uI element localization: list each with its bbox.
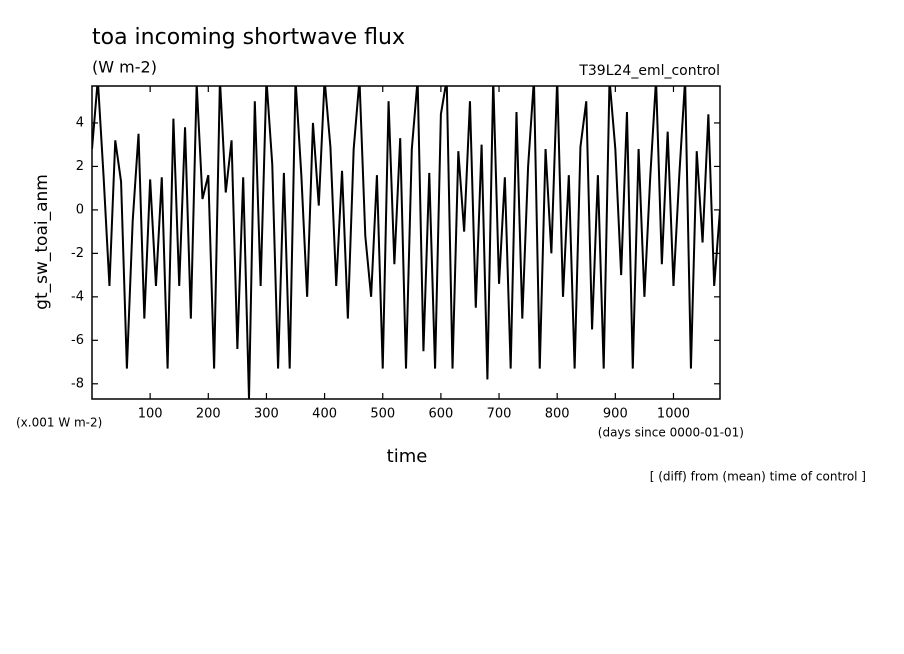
x-tick-label: 600 bbox=[428, 407, 453, 422]
y-tick-label: -2 bbox=[71, 246, 84, 261]
x-tick-label: 1000 bbox=[657, 407, 690, 422]
x-tick-label: 400 bbox=[312, 407, 337, 422]
plot-frame bbox=[91, 85, 721, 400]
y-unit-note: (x.001 W m-2) bbox=[16, 416, 102, 430]
x-tick-label: 200 bbox=[196, 407, 221, 422]
x-tick-label: 900 bbox=[603, 407, 628, 422]
x-unit-note: (days since 0000-01-01) bbox=[598, 426, 744, 440]
y-tick-label: -6 bbox=[71, 333, 84, 348]
chart-title: toa incoming shortwave flux bbox=[92, 25, 405, 50]
y-tick-label: -8 bbox=[71, 376, 84, 391]
run-label: T39L24_eml_control bbox=[578, 63, 720, 79]
y-tick-label: -4 bbox=[71, 289, 84, 304]
x-tick-label: 500 bbox=[370, 407, 395, 422]
subtitle: (W m-2) bbox=[92, 58, 157, 77]
x-tick-label: 100 bbox=[138, 407, 163, 422]
plot-area bbox=[92, 86, 720, 399]
x-tick-label: 700 bbox=[487, 407, 512, 422]
y-axis-label: gt_sw_toai_anm bbox=[32, 174, 52, 310]
footnote: [ (diff) from (mean) time of control ] bbox=[650, 470, 866, 484]
data-line bbox=[92, 86, 720, 399]
y-tick-label: 2 bbox=[76, 159, 84, 174]
y-tick-label: 4 bbox=[76, 115, 84, 130]
x-axis-label: time bbox=[387, 446, 428, 467]
x-tick-label: 300 bbox=[254, 407, 279, 422]
y-tick-label: 0 bbox=[76, 202, 84, 217]
x-tick-label: 800 bbox=[545, 407, 570, 422]
